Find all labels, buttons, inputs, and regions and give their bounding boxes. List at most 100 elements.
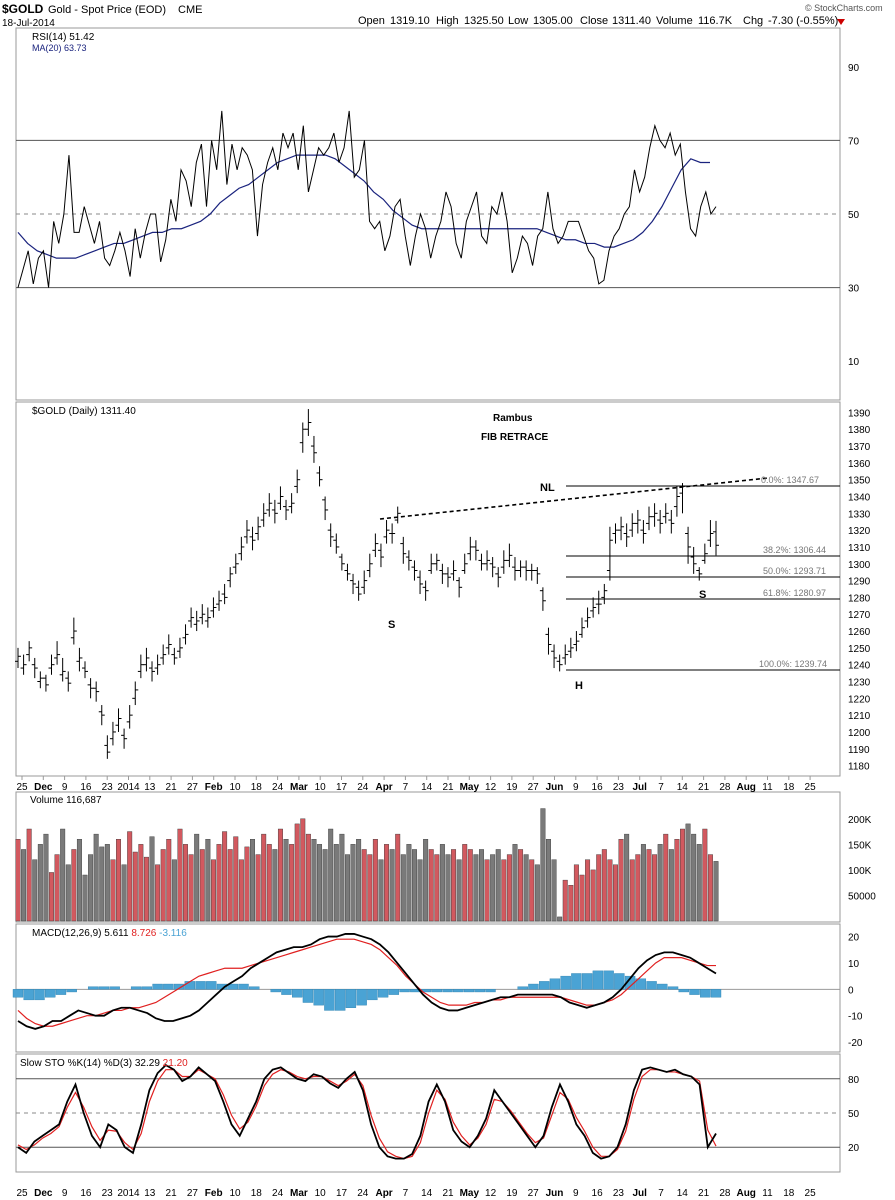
volume-bar xyxy=(127,831,133,922)
open-label: Open xyxy=(358,15,385,27)
volume-bar xyxy=(551,859,557,922)
date-tick: 10 xyxy=(229,782,241,793)
macd-hist-bar xyxy=(388,989,400,995)
volume-bar xyxy=(596,854,602,922)
volume-bar xyxy=(484,859,490,922)
volume-bar xyxy=(171,859,177,922)
price-tick: 1310 xyxy=(848,543,871,554)
volume-bar xyxy=(451,849,457,922)
volume-bar xyxy=(143,856,149,922)
rsi-tick: 30 xyxy=(848,284,860,295)
date-tick: 7 xyxy=(658,782,664,793)
volume-bar xyxy=(110,859,116,922)
volume-bar xyxy=(601,849,607,922)
volume-bar xyxy=(372,839,378,922)
date-tick: 27 xyxy=(187,782,199,793)
volume-bar xyxy=(613,864,618,922)
volume-bar xyxy=(523,854,529,922)
date-tick: Dec xyxy=(34,782,53,793)
price-tick: 1240 xyxy=(848,661,871,672)
volume-bar xyxy=(411,849,417,922)
volume-bar xyxy=(389,849,395,922)
date-tick: 11 xyxy=(762,782,773,793)
macd-hist-bar xyxy=(23,989,34,1001)
price-tick: 1280 xyxy=(848,593,871,604)
date-tick-bottom: Jun xyxy=(546,1188,564,1199)
price-tick: 1380 xyxy=(848,425,871,436)
date-tick: 18 xyxy=(783,782,795,793)
price-tick: 1350 xyxy=(848,476,871,487)
price-tick: 1320 xyxy=(848,526,871,537)
date-tick-bottom: 16 xyxy=(592,1188,604,1199)
volume-bar xyxy=(255,854,261,922)
date-tick: 9 xyxy=(573,782,579,793)
volume-bar xyxy=(624,833,630,922)
chg-value: -7.30 (-0.55%) xyxy=(768,15,838,27)
close-value: 1311.40 xyxy=(612,15,651,27)
fib-label-100: 100.0%: 1239.74 xyxy=(759,659,827,669)
date-tick: 21 xyxy=(698,782,710,793)
symbol-title: $GOLD xyxy=(2,2,44,16)
volume-bar xyxy=(266,844,272,922)
macd-hist-bar xyxy=(571,973,582,990)
date-tick-bottom: Jul xyxy=(632,1188,647,1199)
rsi-tick: 50 xyxy=(848,210,860,221)
date-tick: 27 xyxy=(528,782,540,793)
macd-hist-bar xyxy=(678,989,689,993)
date-tick: 16 xyxy=(80,782,92,793)
volume-bar xyxy=(238,859,244,922)
price-tick: 1370 xyxy=(848,442,871,453)
macd-hist-bar xyxy=(624,975,636,990)
volume-bar xyxy=(93,833,99,922)
volume-bar xyxy=(344,854,350,922)
volume-bar xyxy=(233,836,239,922)
volume-bar xyxy=(702,828,708,922)
volume-bar xyxy=(585,859,591,922)
macd-hist-bar xyxy=(12,989,24,998)
date-tick: Apr xyxy=(375,782,392,793)
volume-bar xyxy=(328,828,334,922)
date-tick: 14 xyxy=(421,782,433,793)
neckline xyxy=(379,477,769,520)
sto-label: Slow STO %K(14) %D(3) 32.29 21.20 xyxy=(20,1058,188,1069)
volume-bar xyxy=(395,833,401,922)
sto-tick: 80 xyxy=(848,1075,860,1086)
macd-hist-bar xyxy=(45,989,56,998)
volume-bar xyxy=(88,854,94,922)
date-tick-bottom: 14 xyxy=(677,1188,689,1199)
macd-hist-bar xyxy=(227,983,238,990)
volume-bar xyxy=(21,849,27,922)
macd-tick: 20 xyxy=(848,933,860,944)
date-tick: Mar xyxy=(290,782,308,793)
volume-bar xyxy=(116,839,121,922)
price-tick: 1220 xyxy=(848,694,871,705)
macd-hist-bar xyxy=(474,989,485,993)
volume-bar xyxy=(462,844,468,922)
macd-hist-bar xyxy=(453,989,464,993)
price-tick: 1190 xyxy=(848,745,870,756)
date-tick-bottom: Feb xyxy=(205,1188,223,1199)
macd-hist-bar xyxy=(334,989,346,1011)
date-tick-bottom: 14 xyxy=(421,1188,433,1199)
volume-bar xyxy=(300,818,306,922)
date-tick: 7 xyxy=(403,782,409,793)
date-tick-bottom: 19 xyxy=(506,1188,518,1199)
rsi-tick: 10 xyxy=(848,357,860,368)
macd-hist-bar xyxy=(249,986,260,990)
date-tick-bottom: 21 xyxy=(442,1188,454,1199)
macd-hist-bar xyxy=(281,989,292,995)
volume-bar xyxy=(490,854,496,922)
macd-hist-bar xyxy=(646,981,657,990)
annotation-subtitle: FIB RETRACE xyxy=(481,432,549,443)
macd-hist-bar xyxy=(195,981,206,990)
volume-bar xyxy=(339,833,345,922)
macd-hist-bar xyxy=(206,981,217,990)
macd-hist-bar xyxy=(98,986,110,990)
date-tick: 21 xyxy=(166,782,178,793)
macd-hist-bar xyxy=(657,983,668,990)
date-tick: Jul xyxy=(632,782,647,793)
date-tick-bottom: 13 xyxy=(144,1188,156,1199)
macd-hist-bar xyxy=(324,989,335,1011)
rsi-label: RSI(14) 51.42 xyxy=(32,32,95,43)
fib-label-61: 61.8%: 1280.97 xyxy=(763,588,826,598)
